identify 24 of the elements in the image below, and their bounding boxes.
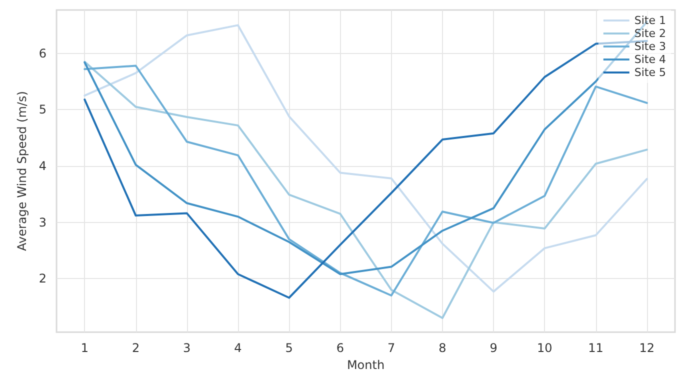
y-tick-label: 6 (38, 46, 47, 60)
y-tick-label: 2 (38, 272, 47, 286)
x-axis-title: Month (346, 358, 385, 372)
x-tick-label: 2 (132, 341, 140, 356)
x-tick-label: 10 (537, 341, 552, 356)
x-tick-label: 11 (588, 341, 604, 356)
y-tick-label: 3 (38, 215, 47, 230)
x-tick-label: 3 (183, 341, 191, 356)
x-tick-label: 8 (438, 341, 446, 356)
x-tick-label: 12 (639, 341, 655, 356)
legend-label: Site 2 (634, 27, 666, 40)
y-axis-title: Average Wind Speed (m/s) (15, 91, 29, 251)
legend-label: Site 5 (634, 66, 666, 79)
x-tick-label: 6 (336, 341, 344, 356)
y-tick-label: 4 (38, 158, 47, 173)
x-tick-label: 1 (80, 341, 88, 356)
legend-label: Site 3 (634, 40, 666, 53)
x-tick-label: 9 (490, 341, 498, 356)
x-tick-label: 5 (285, 341, 293, 356)
x-tick-label: 7 (388, 341, 396, 356)
y-tick-label: 5 (38, 102, 47, 117)
legend-label: Site 4 (634, 53, 666, 66)
legend-label: Site 1 (634, 14, 666, 27)
x-tick-label: 4 (234, 341, 242, 356)
